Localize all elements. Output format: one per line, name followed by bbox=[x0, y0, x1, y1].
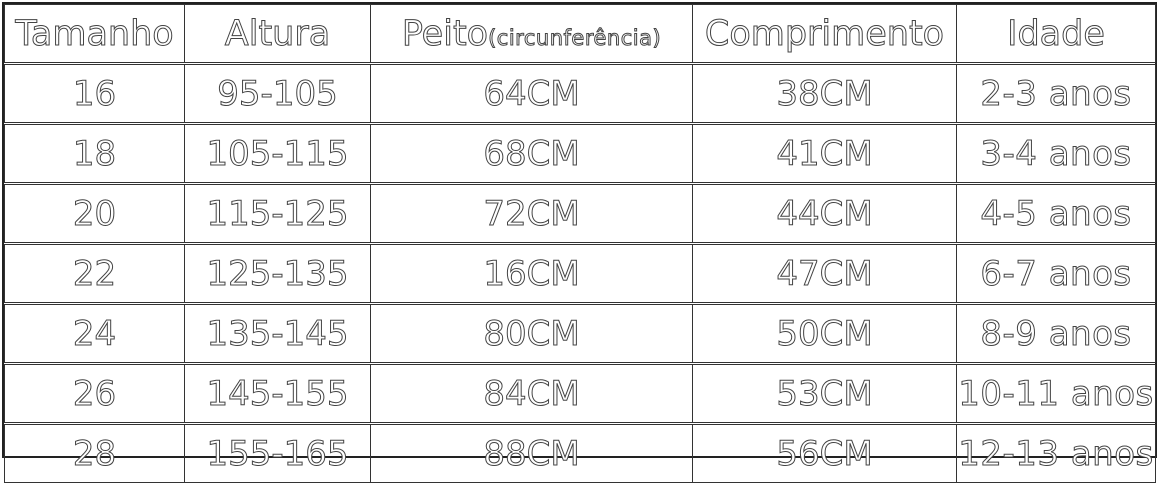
header-altura: Altura bbox=[184, 4, 371, 64]
cell-peito: 16CM bbox=[370, 242, 693, 304]
table-row: 22 125-135 16CM 47CM 6-7 anos bbox=[4, 242, 1156, 304]
cell-idade: 4-5 anos bbox=[956, 182, 1156, 244]
cell-peito: 84CM bbox=[370, 362, 693, 424]
cell-comprimento: 41CM bbox=[692, 122, 957, 184]
cell-tamanho: 18 bbox=[4, 122, 185, 184]
cell-altura: 105-115 bbox=[184, 122, 371, 184]
cell-idade: 10-11 anos bbox=[956, 362, 1156, 424]
cell-altura: 115-125 bbox=[184, 182, 371, 244]
header-peito-sublabel: (circunferência) bbox=[488, 25, 662, 50]
table-row: 18 105-115 68CM 41CM 3-4 anos bbox=[4, 122, 1156, 184]
cell-peito: 64CM bbox=[370, 62, 693, 124]
cell-altura: 145-155 bbox=[184, 362, 371, 424]
cell-idade: 2-3 anos bbox=[956, 62, 1156, 124]
header-tamanho: Tamanho bbox=[4, 4, 185, 64]
cell-tamanho: 24 bbox=[4, 302, 185, 364]
cell-tamanho: 28 bbox=[4, 422, 185, 483]
cell-comprimento: 44CM bbox=[692, 182, 957, 244]
cell-idade: 3-4 anos bbox=[956, 122, 1156, 184]
cell-comprimento: 56CM bbox=[692, 422, 957, 483]
header-peito-label: Peito bbox=[401, 13, 489, 54]
cell-altura: 125-135 bbox=[184, 242, 371, 304]
cell-peito: 72CM bbox=[370, 182, 693, 244]
table-row: 28 155-165 88CM 56CM 12-13 anos bbox=[4, 422, 1156, 483]
table-row: 16 95-105 64CM 38CM 2-3 anos bbox=[4, 62, 1156, 124]
size-table: Tamanho Altura Peito(circunferência) Com… bbox=[4, 4, 1156, 483]
cell-comprimento: 53CM bbox=[692, 362, 957, 424]
table-row: 26 145-155 84CM 53CM 10-11 anos bbox=[4, 362, 1156, 424]
header-comprimento: Comprimento bbox=[692, 4, 957, 64]
cell-altura: 95-105 bbox=[184, 62, 371, 124]
cell-idade: 8-9 anos bbox=[956, 302, 1156, 364]
cell-tamanho: 16 bbox=[4, 62, 185, 124]
cell-peito: 80CM bbox=[370, 302, 693, 364]
cell-altura: 155-165 bbox=[184, 422, 371, 483]
header-idade: Idade bbox=[956, 4, 1156, 64]
cell-comprimento: 47CM bbox=[692, 242, 957, 304]
cell-comprimento: 38CM bbox=[692, 62, 957, 124]
header-peito: Peito(circunferência) bbox=[370, 4, 693, 64]
cell-comprimento: 50CM bbox=[692, 302, 957, 364]
table-row: 24 135-145 80CM 50CM 8-9 anos bbox=[4, 302, 1156, 364]
table-row: 20 115-125 72CM 44CM 4-5 anos bbox=[4, 182, 1156, 244]
cell-tamanho: 20 bbox=[4, 182, 185, 244]
cell-altura: 135-145 bbox=[184, 302, 371, 364]
cell-peito: 88CM bbox=[370, 422, 693, 483]
cell-peito: 68CM bbox=[370, 122, 693, 184]
cell-tamanho: 26 bbox=[4, 362, 185, 424]
cell-tamanho: 22 bbox=[4, 242, 185, 304]
cell-idade: 12-13 anos bbox=[956, 422, 1156, 483]
header-row: Tamanho Altura Peito(circunferência) Com… bbox=[4, 4, 1156, 64]
cell-idade: 6-7 anos bbox=[956, 242, 1156, 304]
